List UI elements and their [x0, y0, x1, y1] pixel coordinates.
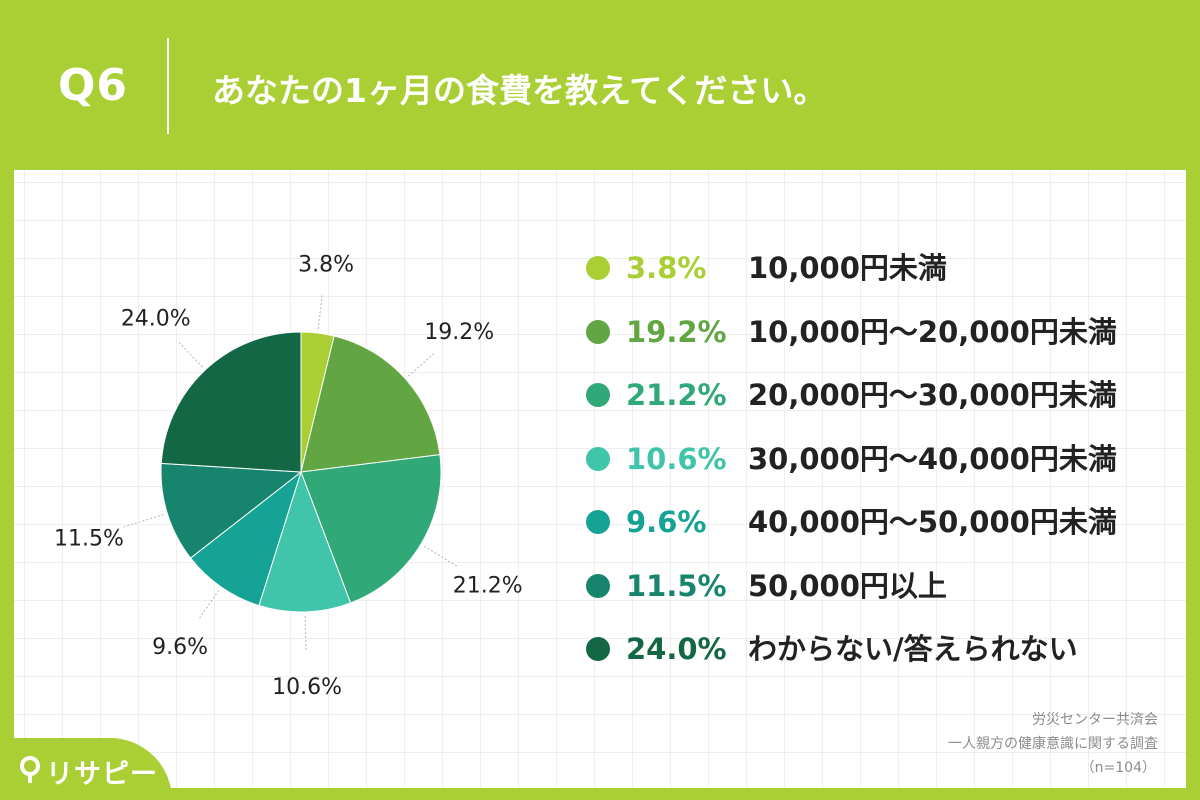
legend-percent: 11.5% [626, 568, 727, 603]
legend-label: わからない/答えられない [748, 632, 1078, 666]
pin-icon [20, 756, 40, 783]
leader-line [123, 514, 164, 528]
slice-value-label: 21.2% [453, 574, 523, 599]
pie-slice [258, 470, 352, 613]
legend-label: 10,000円未満 [748, 251, 947, 285]
legend-percent: 9.6% [626, 505, 707, 539]
legend-label: 10,000円〜20,000円未満 [748, 314, 1117, 349]
legend-label: 20,000円〜30,000円未満 [748, 378, 1117, 412]
legend-swatch [586, 319, 610, 344]
slice-value-label: 3.8% [298, 252, 354, 277]
logo-text: リサピー [46, 759, 158, 790]
legend-percent: 10.6% [626, 441, 727, 476]
slice-value-label: 11.5% [54, 527, 124, 552]
legend-label: 40,000円〜50,000円未満 [748, 505, 1117, 539]
legend-swatch [586, 637, 610, 661]
legend-swatch [586, 510, 610, 534]
legend-swatch [586, 446, 610, 471]
leader-line [177, 340, 203, 368]
pie-slice [160, 462, 303, 559]
legend-swatch [586, 256, 610, 280]
pie-slice [300, 335, 441, 473]
survey-name: 一人親方の健康意識に関する調査 [948, 736, 1158, 752]
question-title: あなたの1ヶ月の食費を教えてください。 [212, 71, 827, 110]
legend-label: 50,000円以上 [748, 568, 947, 603]
legend-percent: 3.8% [626, 251, 707, 285]
header-divider [167, 38, 169, 134]
logo-tab [0, 738, 172, 800]
slice-value-label: 9.6% [152, 635, 208, 660]
slice-value-label: 19.2% [424, 320, 494, 345]
legend-percent: 19.2% [626, 314, 727, 349]
question-number: Q6 [58, 60, 129, 111]
legend-percent: 21.2% [626, 378, 727, 412]
pie-slice [189, 470, 302, 607]
source-note: 労災センター共済会 一人親方の健康意識に関する調査 （n=104） [948, 708, 1158, 780]
header-band: Q6 あなたの1ヶ月の食費を教えてください。 [0, 0, 1200, 170]
slice-value-label: 24.0% [121, 307, 191, 332]
sample-size: （n=104） [1080, 760, 1156, 776]
pie-slice [300, 454, 442, 604]
slice-value-label: 10.6% [272, 675, 342, 700]
leader-line [317, 295, 323, 330]
legend-label: 30,000円〜40,000円未満 [748, 441, 1117, 476]
legend-swatch [586, 573, 610, 598]
legend-percent: 24.0% [626, 632, 727, 666]
source-organization: 労災センター共済会 [1032, 712, 1158, 728]
leader-line [199, 589, 220, 619]
pie-slice [160, 331, 302, 473]
leader-line [304, 615, 307, 652]
leader-line [408, 351, 436, 377]
leader-line [424, 545, 458, 567]
legend-swatch [586, 383, 610, 407]
